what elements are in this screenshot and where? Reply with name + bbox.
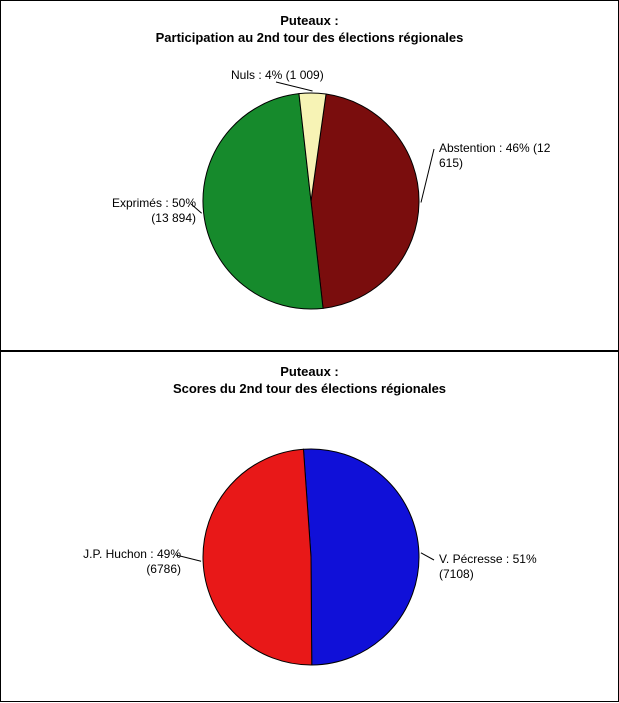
slice-label-line: Nuls : 4% (1 009) — [231, 68, 324, 83]
slice-label-abstention: Abstention : 46% (12615) — [439, 141, 550, 171]
slice-label-line: (13 894) — [96, 211, 196, 226]
slice-label-nuls: Nuls : 4% (1 009) — [231, 68, 324, 83]
pie-slice-abstention — [311, 94, 419, 308]
slice-label-line: 615) — [439, 156, 550, 171]
leader-line-pecresse — [421, 553, 434, 560]
pie-svg — [1, 1, 619, 352]
slice-label-exprimes: Exprimés : 50%(13 894) — [96, 196, 196, 226]
slice-label-line: Exprimés : 50% — [96, 196, 196, 211]
slice-label-line: (6786) — [81, 562, 181, 577]
pie-slice-pecresse — [303, 449, 419, 665]
leader-line-nuls — [276, 82, 313, 91]
slice-label-line: Abstention : 46% (12 — [439, 141, 550, 156]
slice-label-line: J.P. Huchon : 49% — [81, 547, 181, 562]
slice-label-pecresse: V. Pécresse : 51%(7108) — [439, 552, 537, 582]
slice-label-line: V. Pécresse : 51% — [439, 552, 537, 567]
chart-panel-1: Puteaux :Scores du 2nd tour des élection… — [0, 351, 619, 702]
pie-svg — [1, 352, 619, 703]
slice-label-line: (7108) — [439, 567, 537, 582]
leader-line-abstention — [421, 149, 434, 203]
chart-panel-0: Puteaux :Participation au 2nd tour des é… — [0, 0, 619, 351]
slice-label-huchon: J.P. Huchon : 49%(6786) — [81, 547, 181, 577]
pie-slice-huchon — [203, 449, 312, 665]
